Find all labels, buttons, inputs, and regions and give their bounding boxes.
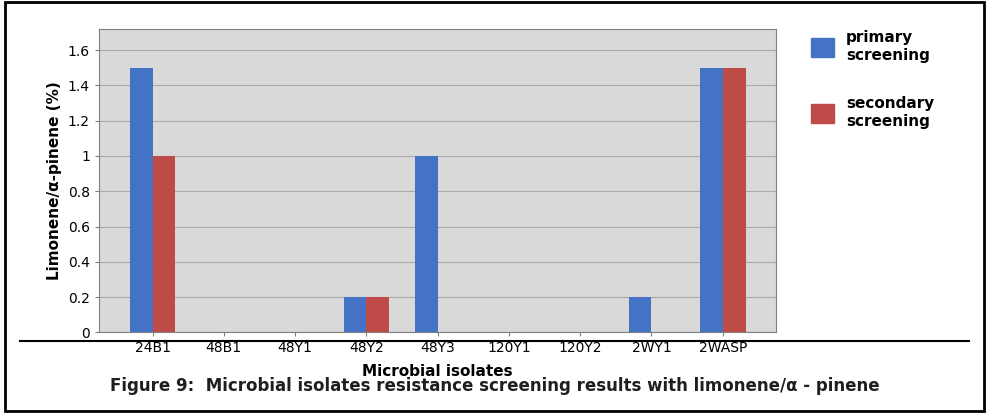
Legend: primary
screening, secondary
screening: primary screening, secondary screening bbox=[811, 31, 935, 129]
Bar bbox=[700, 68, 723, 332]
X-axis label: Microbial isolates: Microbial isolates bbox=[362, 364, 513, 379]
Bar bbox=[130, 68, 152, 332]
Bar bbox=[414, 156, 437, 332]
Bar bbox=[343, 297, 366, 332]
Bar bbox=[723, 68, 746, 332]
Bar bbox=[366, 297, 389, 332]
Bar bbox=[629, 297, 652, 332]
Y-axis label: Limonene/α-pinene (%): Limonene/α-pinene (%) bbox=[47, 81, 62, 280]
Bar bbox=[152, 156, 175, 332]
Text: Figure 9:  Microbial isolates resistance screening results with limonene/α - pin: Figure 9: Microbial isolates resistance … bbox=[110, 377, 879, 395]
